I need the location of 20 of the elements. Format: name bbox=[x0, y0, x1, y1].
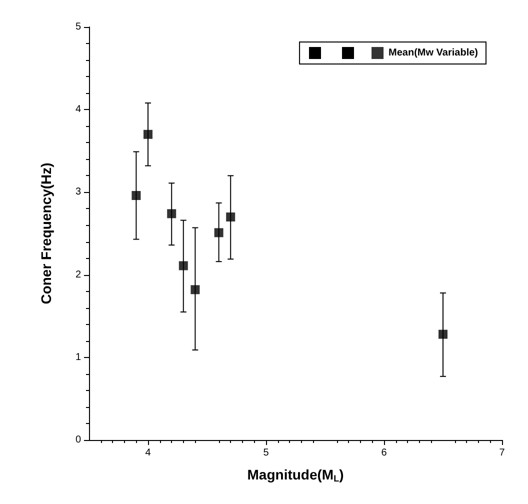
point bbox=[178, 261, 188, 270]
point bbox=[226, 212, 236, 222]
point bbox=[438, 330, 448, 339]
point bbox=[144, 130, 152, 139]
y-tick-label: 1 bbox=[75, 352, 82, 363]
y-axis-title: Coner Frequency(Hz) bbox=[38, 162, 54, 304]
point bbox=[167, 209, 176, 218]
y-tick-label: 2 bbox=[75, 269, 82, 280]
x-tick-label: 6 bbox=[381, 448, 388, 458]
x-tick-label: 7 bbox=[499, 448, 506, 458]
x-tick-label: 5 bbox=[263, 448, 270, 458]
y-tick-label: 0 bbox=[75, 434, 82, 446]
point bbox=[214, 228, 224, 238]
y-tick-label: 5 bbox=[75, 22, 82, 32]
point bbox=[132, 191, 141, 200]
y-tick-label: 3 bbox=[75, 186, 82, 198]
point bbox=[190, 285, 200, 294]
x-tick-label: 4 bbox=[145, 448, 152, 458]
y-tick-label: 4 bbox=[75, 104, 82, 116]
legend-label: Mean(Mw Variable) bbox=[388, 48, 478, 58]
